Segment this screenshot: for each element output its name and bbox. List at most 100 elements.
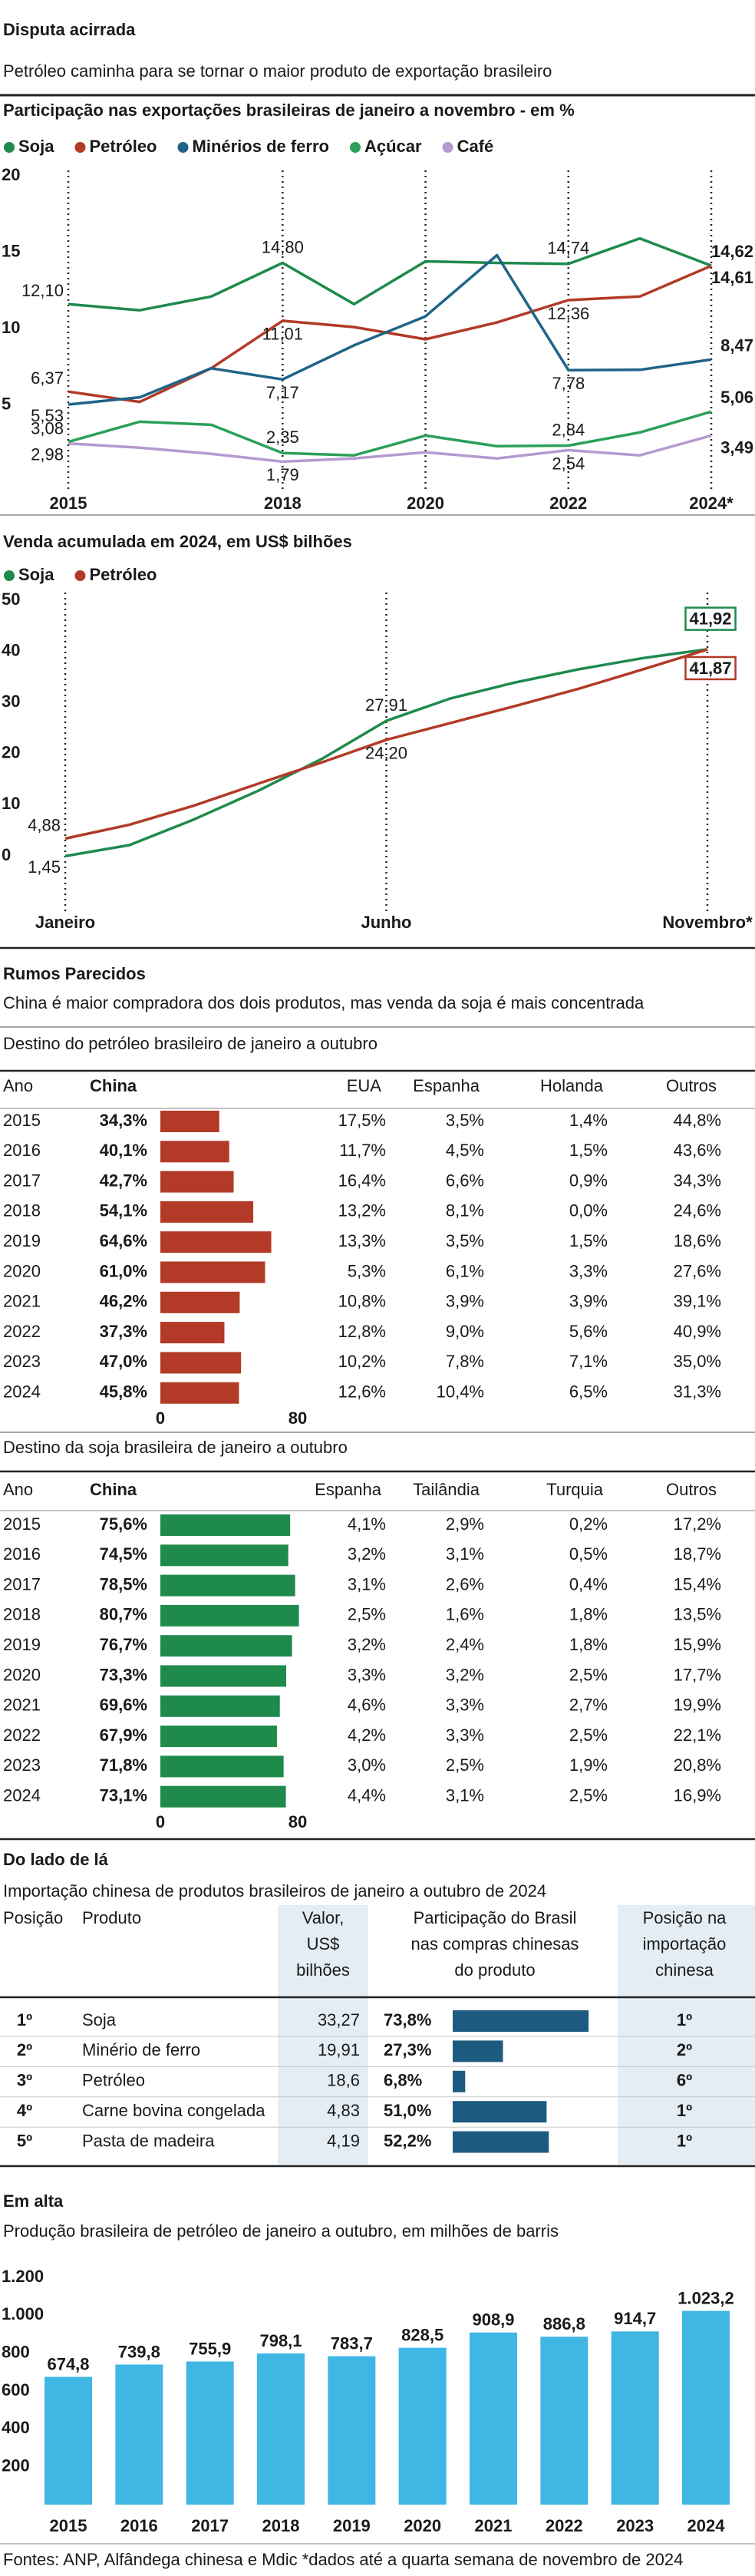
share: 15,9% bbox=[674, 1635, 721, 1654]
legend-swatch bbox=[349, 142, 361, 153]
column-shade bbox=[618, 1905, 755, 2165]
x-tick-label: 2021 bbox=[475, 2516, 513, 2535]
chart-title: Venda acumulada em 2024, em US$ bilhões bbox=[3, 532, 352, 551]
china-bar bbox=[160, 1231, 272, 1253]
product: Minério de ferro bbox=[82, 2040, 200, 2059]
share-label: 27,3% bbox=[384, 2040, 431, 2059]
bar bbox=[115, 2364, 163, 2505]
value-label: 27,91 bbox=[365, 695, 407, 715]
share: 3,9% bbox=[569, 1292, 608, 1311]
legend-label: Petróleo bbox=[89, 137, 157, 156]
series-line bbox=[68, 264, 712, 404]
value-label-box bbox=[684, 656, 737, 681]
column-header: US$ bbox=[307, 1934, 340, 1953]
year: 2017 bbox=[3, 1574, 41, 1593]
section-subtitle: China é maior compradora dos dois produt… bbox=[3, 993, 645, 1012]
share: 3,3% bbox=[569, 1261, 608, 1280]
year: 2015 bbox=[3, 1514, 41, 1534]
column-header: bilhões bbox=[296, 1960, 350, 1980]
column-header: Tailândia bbox=[413, 1480, 480, 1499]
year: 2021 bbox=[3, 1292, 41, 1311]
column-header: do produto bbox=[454, 1960, 535, 1980]
share: 2,9% bbox=[446, 1514, 484, 1534]
year: 2024 bbox=[3, 1382, 41, 1402]
year: 2022 bbox=[3, 1726, 41, 1745]
china-share: 64,6% bbox=[100, 1231, 147, 1250]
value-label: 11,01 bbox=[262, 325, 303, 344]
china-bar bbox=[160, 1171, 234, 1193]
china-share: 76,7% bbox=[100, 1635, 147, 1654]
share: 4,1% bbox=[348, 1514, 386, 1534]
share: 2,6% bbox=[446, 1574, 484, 1593]
share: 1,8% bbox=[569, 1635, 608, 1654]
share: 13,5% bbox=[674, 1605, 721, 1624]
china-share: 61,0% bbox=[100, 1261, 147, 1280]
value-label: 3,08 bbox=[31, 419, 64, 438]
share: 24,6% bbox=[674, 1201, 721, 1220]
section-heading: Em alta bbox=[3, 2191, 64, 2211]
legend-swatch bbox=[177, 142, 189, 153]
column-header: nas compras chinesas bbox=[411, 1934, 579, 1953]
china-share: 73,3% bbox=[100, 1665, 147, 1684]
section-heading: Do lado de lá bbox=[3, 1850, 109, 1869]
legend-label: Petróleo bbox=[89, 565, 157, 584]
share: 10,4% bbox=[437, 1382, 484, 1402]
footer: Fontes: ANP, Alfândega chinesa e Mdic *d… bbox=[3, 2550, 683, 2569]
china-bar bbox=[160, 1604, 299, 1627]
value-label: 3,49 bbox=[720, 438, 753, 457]
share-label: 51,0% bbox=[384, 2101, 431, 2120]
table-title: Destino do petróleo brasileiro de janeir… bbox=[3, 1034, 378, 1053]
x-tick-label: 2022 bbox=[549, 494, 587, 513]
column-header: Valor, bbox=[302, 1908, 345, 1927]
value-label: 6,37 bbox=[31, 368, 64, 388]
page-subtitle: Petróleo caminha para se tornar o maior … bbox=[3, 61, 552, 81]
share: 1,9% bbox=[569, 1755, 608, 1775]
share: 0,2% bbox=[569, 1514, 608, 1534]
share: 8,1% bbox=[446, 1201, 484, 1220]
share: 34,3% bbox=[674, 1171, 721, 1190]
x-tick-label: 80 bbox=[288, 1812, 307, 1831]
product: Pasta de madeira bbox=[82, 2131, 215, 2150]
table-title: Destino da soja brasileira de janeiro a … bbox=[3, 1438, 348, 1457]
share: 3,3% bbox=[446, 1696, 484, 1715]
y-tick-label: 5 bbox=[2, 394, 11, 413]
value-label: 1,79 bbox=[266, 465, 299, 484]
china-bar bbox=[160, 1141, 229, 1163]
column-header: Participação do Brasil bbox=[414, 1908, 577, 1927]
share: 6,5% bbox=[569, 1382, 608, 1402]
share: 7,8% bbox=[446, 1352, 484, 1371]
value-label: 14,62 bbox=[711, 242, 753, 261]
share: 15,4% bbox=[674, 1574, 721, 1593]
share: 4,5% bbox=[446, 1141, 484, 1160]
share-label: 6,8% bbox=[384, 2071, 422, 2090]
china-share: 67,9% bbox=[100, 1726, 147, 1745]
series-line bbox=[68, 410, 712, 457]
share: 35,0% bbox=[674, 1352, 721, 1371]
rank: 1º bbox=[17, 2010, 32, 2029]
share: 4,4% bbox=[348, 1786, 386, 1805]
share: 3,3% bbox=[348, 1665, 386, 1684]
china-share: 37,3% bbox=[100, 1322, 147, 1341]
share: 10,2% bbox=[338, 1352, 386, 1371]
column-header: Outros bbox=[666, 1076, 717, 1095]
year: 2024 bbox=[3, 1786, 41, 1805]
bar bbox=[398, 2347, 447, 2505]
bar bbox=[611, 2331, 659, 2505]
rank: 3º bbox=[17, 2071, 32, 2090]
share: 3,2% bbox=[446, 1665, 484, 1684]
value-label: 12,36 bbox=[547, 304, 589, 323]
x-tick-label: 2020 bbox=[407, 494, 444, 513]
value-label: 14,80 bbox=[262, 237, 304, 256]
share: 2,4% bbox=[446, 1635, 484, 1654]
section-heading: Rumos Parecidos bbox=[3, 964, 146, 983]
value-label: 828,5 bbox=[401, 2325, 443, 2344]
share: 3,2% bbox=[348, 1635, 386, 1654]
x-tick-label: 80 bbox=[288, 1409, 307, 1428]
x-tick-label: 0 bbox=[156, 1812, 165, 1831]
share: 3,3% bbox=[446, 1726, 484, 1745]
x-tick-label: 2018 bbox=[262, 2516, 300, 2535]
share: 0,5% bbox=[569, 1544, 608, 1564]
share: 1,8% bbox=[569, 1605, 608, 1624]
section-subtitle: Importação chinesa de produtos brasileir… bbox=[3, 1881, 546, 1901]
